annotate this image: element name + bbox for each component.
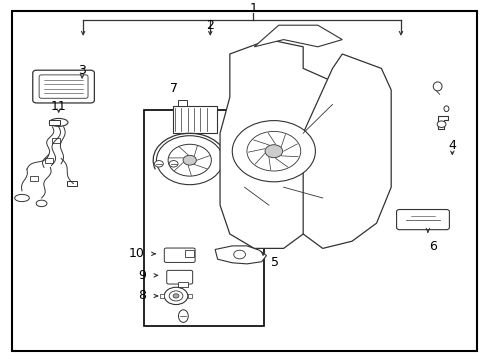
Bar: [160, 294, 164, 298]
FancyBboxPatch shape: [33, 70, 94, 103]
Circle shape: [223, 148, 233, 155]
FancyBboxPatch shape: [39, 75, 88, 98]
Text: 8: 8: [138, 289, 145, 302]
Bar: [177, 282, 188, 287]
Bar: [172, 106, 216, 133]
Polygon shape: [254, 25, 342, 47]
Ellipse shape: [443, 106, 448, 112]
Circle shape: [264, 145, 282, 158]
Text: 1: 1: [249, 3, 257, 15]
Ellipse shape: [432, 82, 441, 91]
Text: 3: 3: [78, 64, 86, 77]
Circle shape: [169, 291, 183, 301]
Polygon shape: [437, 116, 447, 129]
FancyBboxPatch shape: [166, 270, 192, 284]
Bar: [177, 100, 187, 106]
FancyBboxPatch shape: [164, 248, 195, 262]
Text: 2: 2: [206, 19, 214, 32]
Text: 11: 11: [51, 100, 66, 113]
Text: 10: 10: [129, 247, 144, 260]
Circle shape: [169, 161, 178, 167]
Bar: [187, 294, 191, 298]
Ellipse shape: [15, 194, 29, 202]
Polygon shape: [303, 54, 390, 248]
Bar: [52, 138, 60, 143]
Polygon shape: [215, 246, 266, 264]
Circle shape: [436, 121, 445, 127]
Circle shape: [156, 136, 223, 185]
FancyBboxPatch shape: [396, 210, 448, 230]
Polygon shape: [220, 40, 332, 248]
Bar: [144, 110, 264, 326]
Text: 9: 9: [138, 269, 145, 282]
Ellipse shape: [36, 200, 47, 207]
Circle shape: [173, 294, 179, 298]
Text: 5: 5: [271, 256, 279, 269]
Circle shape: [164, 287, 187, 305]
Text: 7: 7: [169, 82, 177, 95]
Circle shape: [154, 161, 163, 167]
Bar: [67, 181, 77, 186]
Text: 4: 4: [447, 139, 455, 152]
Circle shape: [246, 131, 300, 171]
Circle shape: [183, 155, 196, 165]
Bar: [45, 158, 53, 163]
Ellipse shape: [178, 310, 188, 323]
Ellipse shape: [49, 118, 68, 126]
Bar: [184, 250, 193, 257]
Circle shape: [223, 166, 233, 173]
Bar: [49, 120, 60, 125]
Bar: [30, 176, 38, 181]
Circle shape: [168, 144, 211, 176]
Text: 6: 6: [428, 240, 436, 253]
Circle shape: [233, 250, 245, 259]
Circle shape: [232, 121, 315, 182]
